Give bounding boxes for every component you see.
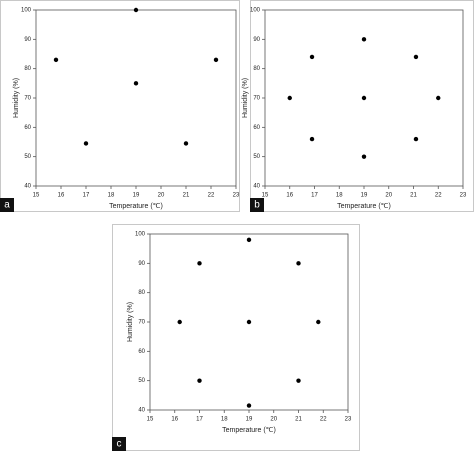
y-tick-label: 80 [138,290,145,296]
x-tick-label: 15 [33,193,40,199]
y-tick-label: 70 [253,96,260,102]
x-tick-label: 17 [196,417,203,423]
data-point [316,319,321,325]
y-tick-label: 90 [253,37,260,43]
data-point [246,237,252,243]
y-tick-label: 80 [24,66,31,72]
data-point [413,136,419,142]
panel-label: b [254,200,260,211]
data-point [309,136,315,142]
data-point [133,7,139,13]
y-tick-label: 40 [24,184,31,190]
y-tick-label: 40 [253,184,260,190]
y-tick-label: 100 [250,8,261,14]
data-point [436,95,441,101]
x-tick-label: 17 [83,193,90,199]
data-point [197,261,202,266]
y-axis-label: Humidity (%) [242,78,249,118]
x-tick-label: 18 [336,193,343,199]
data-point [133,81,139,86]
x-axis-label: Temperature (℃) [109,203,163,210]
x-tick-label: 18 [108,193,115,199]
y-tick-label: 70 [24,96,31,102]
x-tick-label: 18 [221,417,228,423]
x-tick-label: 20 [385,193,392,199]
x-tick-label: 19 [361,193,368,199]
y-axis-label: Humidity (%) [13,78,20,118]
x-tick-label: 22 [208,193,215,199]
x-tick-label: 23 [460,193,467,199]
data-point [197,378,202,383]
x-tick-label: 17 [311,193,318,199]
x-tick-label: 16 [286,193,293,199]
panel-frame [250,0,474,212]
y-axis-label: Humidity (%) [127,302,134,342]
y-tick-label: 40 [138,408,145,414]
x-tick-label: 22 [320,417,327,423]
x-tick-label: 16 [58,193,65,199]
x-tick-label: 22 [435,193,442,199]
x-tick-label: 15 [147,417,154,423]
data-point [413,54,419,60]
x-tick-label: 21 [410,193,417,199]
x-tick-label: 16 [171,417,178,423]
y-tick-label: 100 [21,8,32,14]
data-point [183,141,189,146]
panel-label: a [4,200,10,211]
data-point [287,95,292,101]
panel-label: c [117,439,122,450]
data-point [213,57,219,63]
panel-label-box [112,437,126,451]
panel-label-box [0,198,14,212]
plot-area [35,9,237,187]
panel-label-box [250,198,264,212]
x-axis-label: Temperature (℃) [222,427,276,434]
y-tick-label: 90 [138,261,145,267]
x-tick-label: 19 [246,417,253,423]
x-axis-label: Temperature (℃) [337,203,391,210]
y-tick-label: 100 [135,232,146,238]
x-tick-label: 23 [233,193,240,199]
data-point [246,319,252,325]
x-tick-label: 20 [270,417,277,423]
data-point [177,319,182,325]
y-tick-label: 90 [24,37,31,43]
y-tick-label: 80 [253,66,260,72]
y-tick-label: 60 [24,125,31,131]
x-tick-label: 23 [345,417,352,423]
x-tick-label: 15 [262,193,269,199]
y-tick-label: 60 [253,125,260,131]
data-point [361,37,367,42]
data-point [361,154,367,159]
x-tick-label: 19 [133,193,140,199]
data-point [296,378,301,383]
x-tick-label: 20 [158,193,165,199]
y-tick-label: 50 [138,378,145,384]
y-tick-label: 50 [24,154,31,160]
data-point [361,95,367,101]
data-point [246,403,252,408]
x-tick-label: 21 [183,193,190,199]
panel-frame [0,0,240,212]
data-point [296,261,301,266]
data-point [53,57,59,63]
y-tick-label: 50 [253,154,260,160]
data-point [309,54,315,60]
data-point [83,141,89,146]
x-tick-label: 21 [295,417,302,423]
y-tick-label: 70 [138,320,145,326]
y-tick-label: 60 [138,349,145,355]
